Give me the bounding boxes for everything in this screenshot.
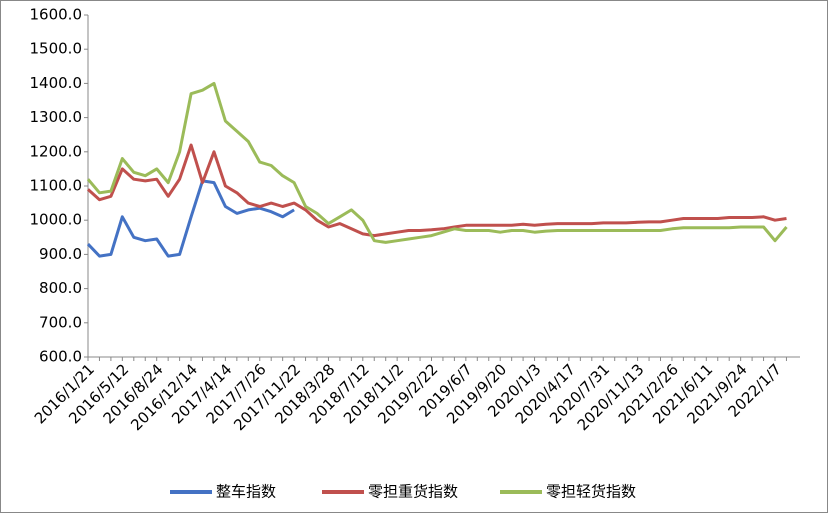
series-line: [86, 143, 787, 238]
y-tick-label: 1600.0: [30, 6, 83, 24]
y-tick-label: 1200.0: [30, 142, 83, 160]
y-tick-label: 1400.0: [30, 74, 83, 92]
y-tick-label: 900.0: [39, 245, 82, 263]
legend-label: 整车指数: [216, 483, 276, 501]
y-tick-label: 1100.0: [30, 177, 83, 195]
y-tick-label: 800.0: [39, 279, 82, 297]
legend-label: 零担重货指数: [368, 483, 458, 501]
y-tick-label: 1300.0: [30, 108, 83, 126]
y-tick-label: 1000.0: [30, 211, 83, 229]
legend-label: 零担轻货指数: [546, 483, 636, 501]
y-tick-label: 700.0: [39, 313, 82, 331]
y-tick-label: 600.0: [39, 348, 82, 366]
series-line: [86, 81, 788, 244]
y-tick-label: 1500.0: [30, 40, 83, 58]
series-line: [86, 179, 295, 258]
